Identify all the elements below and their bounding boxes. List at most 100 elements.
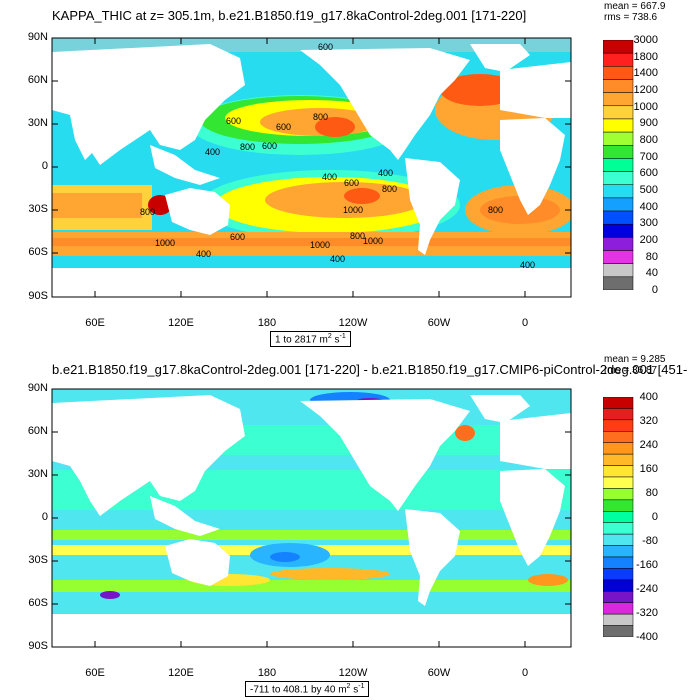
panel1-mean: mean = 667.9 (604, 1, 666, 12)
lon-label: 180 (257, 667, 277, 679)
lat-label: 0 (41, 511, 48, 523)
lon-label: 120W (338, 317, 368, 329)
colorbar-label: 1200 (633, 84, 658, 96)
lon-label: 120W (338, 667, 368, 679)
panel2-range-box: -711 to 408.1 by 40 m2 s-1 (245, 681, 370, 698)
contour-label: 800 (240, 142, 255, 152)
contour-label: 600 (262, 141, 277, 151)
continents (52, 395, 571, 647)
panel1-range-box: 1 to 2817 m2 s-1 (270, 331, 351, 348)
colorbar-label: 600 (639, 167, 658, 180)
contour-label: 800 (313, 112, 328, 122)
africa-landmass (500, 469, 565, 566)
colorbar-label: 1000 (633, 100, 658, 113)
south-america-landmass (405, 158, 460, 255)
colorbar-label: 300 (639, 217, 658, 230)
range-text: 1 to 2817 m (275, 334, 328, 346)
colorbar-label: 80 (645, 487, 658, 499)
colorbar-label: 3000 (633, 34, 658, 46)
lat-label: 30S (28, 203, 48, 215)
southern-band (52, 258, 571, 268)
asia-landmass (52, 44, 245, 165)
contour-labels: 600 600 600 800 400 800 600 400 400 800 … (140, 42, 535, 270)
greenland-landmass (470, 395, 530, 423)
range-exp: -1 (339, 333, 346, 340)
colorbar-label: -320 (635, 607, 658, 619)
continents (52, 44, 571, 297)
contour-label: 800 (488, 205, 503, 215)
asia-landmass (52, 395, 245, 516)
contour-label: 400 (322, 172, 337, 182)
lon-label: 120E (168, 317, 194, 329)
colorbar-label: 160 (639, 463, 658, 475)
colorbar-label: 1800 (633, 50, 658, 63)
colorbar-label: 800 (639, 134, 658, 146)
colorbar-label: 700 (639, 150, 658, 163)
colorbar-label: 200 (639, 234, 658, 246)
australia-landmass (165, 188, 230, 235)
lat-label: 60N (27, 74, 48, 86)
panel1-rms: rms = 738.6 (604, 12, 658, 23)
lon-label: 60W (427, 667, 451, 679)
colorbar-label: -240 (635, 583, 658, 595)
lat-label: 90S (28, 290, 48, 302)
lat-label: 30S (28, 554, 48, 566)
contour-label: 400 (196, 249, 211, 259)
colorbar-label: 40 (645, 267, 658, 280)
lat-label: 90N (27, 382, 48, 394)
lat-label: 60S (28, 597, 48, 609)
lat-label: 60N (27, 425, 48, 437)
contour-label: 600 (318, 42, 333, 52)
contour-label: 600 (344, 178, 359, 188)
lon-label: 0 (521, 317, 529, 329)
contour-label: 800 (382, 184, 397, 194)
lon-label: 60E (85, 667, 105, 679)
contour-label: 1000 (155, 238, 175, 248)
colorbar-label: 400 (639, 200, 658, 213)
colorbar-label: 1400 (633, 67, 658, 80)
contour-label: 400 (520, 260, 535, 270)
colorbar-label: -80 (642, 535, 658, 547)
lat-label: 0 (41, 160, 48, 172)
north-pacific-max (315, 117, 355, 137)
contour-label: 800 (140, 207, 155, 217)
panel2-rms: rms = 36.87 (604, 365, 658, 376)
panel2-title: b.e21.B1850.f19_g17.8kaControl-2deg.001 … (52, 362, 688, 377)
panel2-ticks (52, 388, 571, 648)
africa-landmass (500, 118, 565, 215)
range-text: -711 to 408.1 by 40 m (250, 684, 347, 696)
colorbar-label: 80 (645, 250, 658, 263)
colorbar-label: 320 (639, 415, 658, 427)
colorbar-label: 500 (639, 184, 658, 196)
lon-label: 60E (85, 317, 105, 329)
lon-label: 60W (427, 317, 451, 329)
colorbar-label: -160 (635, 559, 658, 571)
colorbar-label: -400 (635, 631, 658, 643)
contour-label: 1000 (310, 240, 330, 250)
north-america-landmass (300, 48, 470, 160)
contour-label: 600 (276, 122, 291, 132)
range-exp: -1 (358, 683, 365, 690)
colorbar-label: 400 (639, 391, 658, 403)
panel2-colorbar (603, 397, 634, 637)
contour-label: 600 (230, 232, 245, 242)
australia-landmass (165, 539, 230, 586)
lat-label: 30N (27, 468, 48, 480)
lon-label: 180 (257, 317, 277, 329)
colorbar-swatch (603, 545, 634, 558)
range-unit-s: s (353, 684, 359, 696)
lat-label: 90N (27, 31, 48, 43)
antarctica-landmass (52, 614, 571, 647)
contour-label: 400 (378, 168, 393, 178)
greenland-landmass (470, 44, 530, 72)
colorbar-label: 240 (639, 439, 658, 451)
lat-label: 30N (27, 117, 48, 129)
colorbar-label: 0 (651, 511, 658, 523)
south-pacific-max (344, 188, 380, 204)
colorbar-swatch (603, 522, 634, 535)
lon-label: 120E (168, 667, 194, 679)
range-unit-s: s (334, 334, 340, 346)
contour-label: 1000 (343, 205, 363, 215)
panel1-map: 600 600 600 800 400 800 600 400 400 800 … (51, 37, 572, 298)
panel2-map (51, 388, 572, 648)
